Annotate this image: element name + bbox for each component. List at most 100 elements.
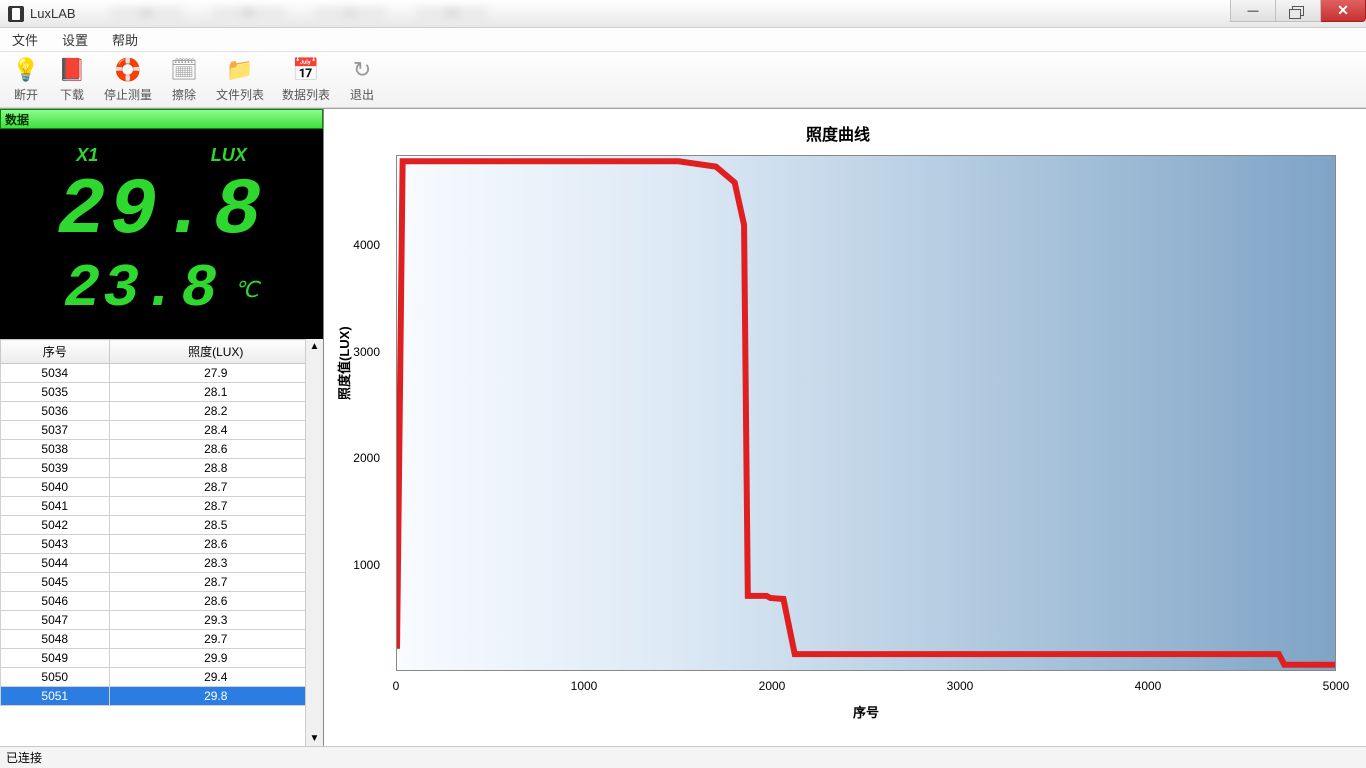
titlebar: LuxLAB aabbccdd <box>0 0 1366 28</box>
cell-lux: 29.9 <box>109 649 322 668</box>
cell-seq: 5051 <box>1 687 110 706</box>
table-row[interactable]: 503828.6 <box>1 440 323 459</box>
folder-icon: 📁 <box>226 56 254 84</box>
data-panel-header: 数据 <box>0 109 323 129</box>
exit-icon: ↻ <box>348 56 376 84</box>
plot-area[interactable] <box>396 155 1336 671</box>
menubar: 文件 设置 帮助 <box>0 28 1366 52</box>
app-icon <box>8 6 24 22</box>
tool-clear[interactable]: 🗓 擦除 <box>170 56 198 103</box>
table-row[interactable]: 504328.6 <box>1 535 323 554</box>
table-row[interactable]: 503928.8 <box>1 459 323 478</box>
table-row[interactable]: 504228.5 <box>1 516 323 535</box>
cell-seq: 5042 <box>1 516 110 535</box>
cell-seq: 5048 <box>1 630 110 649</box>
close-button[interactable] <box>1320 0 1366 22</box>
x-tick: 4000 <box>1135 679 1162 693</box>
table-row[interactable]: 504028.7 <box>1 478 323 497</box>
cell-lux: 29.7 <box>109 630 322 649</box>
y-tick: 3000 <box>353 345 380 359</box>
tool-disconnect[interactable]: 💡 断开 <box>12 56 40 103</box>
chart-area: 照度值(LUX) 1000200030004000 01000200030004… <box>386 155 1346 725</box>
table-row[interactable]: 504729.3 <box>1 611 323 630</box>
menu-help[interactable]: 帮助 <box>112 30 138 49</box>
cell-seq: 5037 <box>1 421 110 440</box>
chart-title: 照度曲线 <box>330 121 1346 145</box>
window-title: LuxLAB <box>30 6 76 21</box>
data-curve <box>397 161 1335 664</box>
cell-seq: 5034 <box>1 364 110 383</box>
cell-lux: 28.4 <box>109 421 322 440</box>
status-text: 已连接 <box>6 749 42 766</box>
tool-exit[interactable]: ↻ 退出 <box>348 56 376 103</box>
minimize-button[interactable] <box>1230 0 1276 22</box>
table-row[interactable]: 505029.4 <box>1 668 323 687</box>
lifebuoy-icon: 🛟 <box>114 56 142 84</box>
maximize-button[interactable] <box>1275 0 1321 22</box>
table-row[interactable]: 504528.7 <box>1 573 323 592</box>
table-row[interactable]: 504929.9 <box>1 649 323 668</box>
cell-lux: 28.7 <box>109 478 322 497</box>
cell-lux: 28.6 <box>109 592 322 611</box>
y-tick: 1000 <box>353 558 380 572</box>
tool-datalist-label: 数据列表 <box>282 86 330 103</box>
lcd-display: X1 LUX 29.8 23.8 ℃ <box>0 129 323 339</box>
cell-seq: 5049 <box>1 649 110 668</box>
table-row[interactable]: 504128.7 <box>1 497 323 516</box>
tool-stop[interactable]: 🛟 停止测量 <box>104 56 152 103</box>
main-area: 数据 X1 LUX 29.8 23.8 ℃ 序号 照度(LUX) 503427. <box>0 108 1366 746</box>
cell-lux: 28.1 <box>109 383 322 402</box>
cell-seq: 5035 <box>1 383 110 402</box>
table-row[interactable]: 505129.8 <box>1 687 323 706</box>
y-tick: 4000 <box>353 238 380 252</box>
table-row[interactable]: 504829.7 <box>1 630 323 649</box>
table-row[interactable]: 503728.4 <box>1 421 323 440</box>
tool-clear-label: 擦除 <box>172 86 196 103</box>
bulb-icon: 💡 <box>12 56 40 84</box>
cell-seq: 5043 <box>1 535 110 554</box>
curve-svg <box>397 156 1335 670</box>
tool-filelist[interactable]: 📁 文件列表 <box>216 56 264 103</box>
cell-lux: 29.3 <box>109 611 322 630</box>
cell-seq: 5039 <box>1 459 110 478</box>
cell-seq: 5041 <box>1 497 110 516</box>
tool-stop-label: 停止测量 <box>104 86 152 103</box>
cell-seq: 5044 <box>1 554 110 573</box>
cell-lux: 28.5 <box>109 516 322 535</box>
window-controls <box>1231 0 1366 22</box>
tool-download[interactable]: 📕 下载 <box>58 56 86 103</box>
x-axis-label: 序号 <box>386 702 1346 721</box>
scrollbar[interactable]: ▲▼ <box>305 339 323 746</box>
table-row[interactable]: 504428.3 <box>1 554 323 573</box>
lcd-lux-value: 29.8 <box>20 174 303 250</box>
cell-seq: 5047 <box>1 611 110 630</box>
cell-seq: 5038 <box>1 440 110 459</box>
menu-settings[interactable]: 设置 <box>62 30 88 49</box>
data-table: 序号 照度(LUX) 503427.9503528.1503628.250372… <box>0 339 323 706</box>
menu-file[interactable]: 文件 <box>12 30 38 49</box>
tool-exit-label: 退出 <box>350 86 374 103</box>
y-tick: 2000 <box>353 451 380 465</box>
tool-datalist[interactable]: 📅 数据列表 <box>282 56 330 103</box>
table-row[interactable]: 503628.2 <box>1 402 323 421</box>
cell-lux: 28.8 <box>109 459 322 478</box>
lcd-temp-value: 23.8 <box>64 256 220 324</box>
table-row[interactable]: 503427.9 <box>1 364 323 383</box>
table-row[interactable]: 503528.1 <box>1 383 323 402</box>
col-seq[interactable]: 序号 <box>1 340 110 364</box>
statusbar: 已连接 <box>0 746 1366 768</box>
toolbar: 💡 断开 📕 下载 🛟 停止测量 🗓 擦除 📁 文件列表 📅 数据列表 ↻ 退出 <box>0 52 1366 108</box>
calendar-icon: 🗓 <box>170 56 198 84</box>
table-row[interactable]: 504628.6 <box>1 592 323 611</box>
data-table-wrap[interactable]: 序号 照度(LUX) 503427.9503528.1503628.250372… <box>0 339 323 746</box>
cell-seq: 5040 <box>1 478 110 497</box>
tool-disconnect-label: 断开 <box>14 86 38 103</box>
table-icon: 📅 <box>292 56 320 84</box>
col-lux[interactable]: 照度(LUX) <box>109 340 322 364</box>
x-tick: 3000 <box>947 679 974 693</box>
x-axis: 010002000300040005000 <box>396 679 1336 699</box>
cell-lux: 29.8 <box>109 687 322 706</box>
cell-lux: 29.4 <box>109 668 322 687</box>
left-panel: 数据 X1 LUX 29.8 23.8 ℃ 序号 照度(LUX) 503427. <box>0 109 324 746</box>
cell-seq: 5050 <box>1 668 110 687</box>
